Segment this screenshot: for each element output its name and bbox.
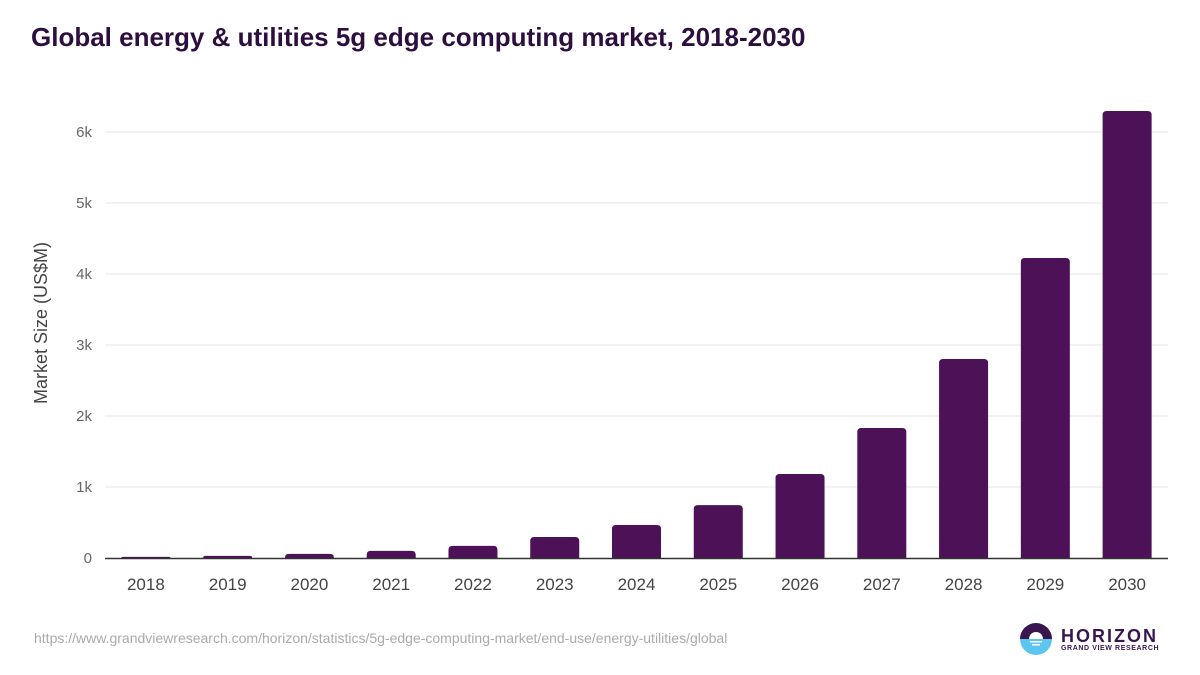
bar-2019[interactable] bbox=[203, 555, 253, 558]
y-tick-label: 3k bbox=[76, 337, 92, 354]
x-tick-label: 2020 bbox=[291, 575, 329, 594]
x-tick-label: 2022 bbox=[454, 575, 492, 594]
source-url[interactable]: https://www.grandviewresearch.com/horizo… bbox=[34, 630, 728, 646]
bar-2026[interactable] bbox=[775, 474, 825, 558]
bar-2024[interactable] bbox=[612, 524, 661, 558]
x-tick-label: 2027 bbox=[863, 575, 901, 594]
x-tick-label: 2026 bbox=[781, 575, 819, 594]
x-tick-label: 2024 bbox=[618, 575, 656, 594]
bar-2021[interactable] bbox=[366, 550, 416, 558]
x-tick-label: 2028 bbox=[945, 575, 983, 594]
bar-2023[interactable] bbox=[530, 537, 580, 558]
bar-2018[interactable] bbox=[121, 556, 171, 558]
x-tick-label: 2023 bbox=[536, 575, 574, 594]
x-tick-label: 2021 bbox=[372, 575, 410, 594]
y-tick-label: 4k bbox=[76, 266, 92, 283]
bar-2027[interactable] bbox=[857, 427, 907, 558]
horizon-logo-icon bbox=[1020, 623, 1052, 655]
bar-2022[interactable] bbox=[448, 545, 498, 558]
x-tick-label: 2019 bbox=[209, 575, 247, 594]
x-tick-label: 2029 bbox=[1026, 575, 1064, 594]
y-tick-label: 2k bbox=[76, 408, 92, 425]
y-tick-label: 1k bbox=[76, 479, 92, 496]
x-tick-label: 2025 bbox=[699, 575, 737, 594]
x-tick-label: 2030 bbox=[1108, 575, 1146, 594]
y-tick-label: 5k bbox=[76, 195, 92, 212]
x-tick-label: 2018 bbox=[127, 575, 165, 594]
bar-2029[interactable] bbox=[1020, 258, 1070, 558]
y-tick-label: 0 bbox=[84, 550, 92, 567]
bar-2020[interactable] bbox=[284, 553, 334, 558]
y-tick-label: 6k bbox=[76, 124, 92, 141]
horizon-logo: HORIZON GRAND VIEW RESEARCH bbox=[1019, 622, 1159, 656]
chart-title: Global energy & utilities 5g edge comput… bbox=[31, 22, 806, 52]
bar-2028[interactable] bbox=[939, 358, 989, 558]
y-axis-label: Market Size (US$M) bbox=[31, 242, 51, 404]
bar-2030[interactable] bbox=[1102, 110, 1152, 558]
logo-subtitle: GRAND VIEW RESEARCH bbox=[1061, 644, 1160, 652]
logo-name: HORIZON bbox=[1061, 625, 1158, 646]
bar-2025[interactable] bbox=[693, 505, 743, 558]
